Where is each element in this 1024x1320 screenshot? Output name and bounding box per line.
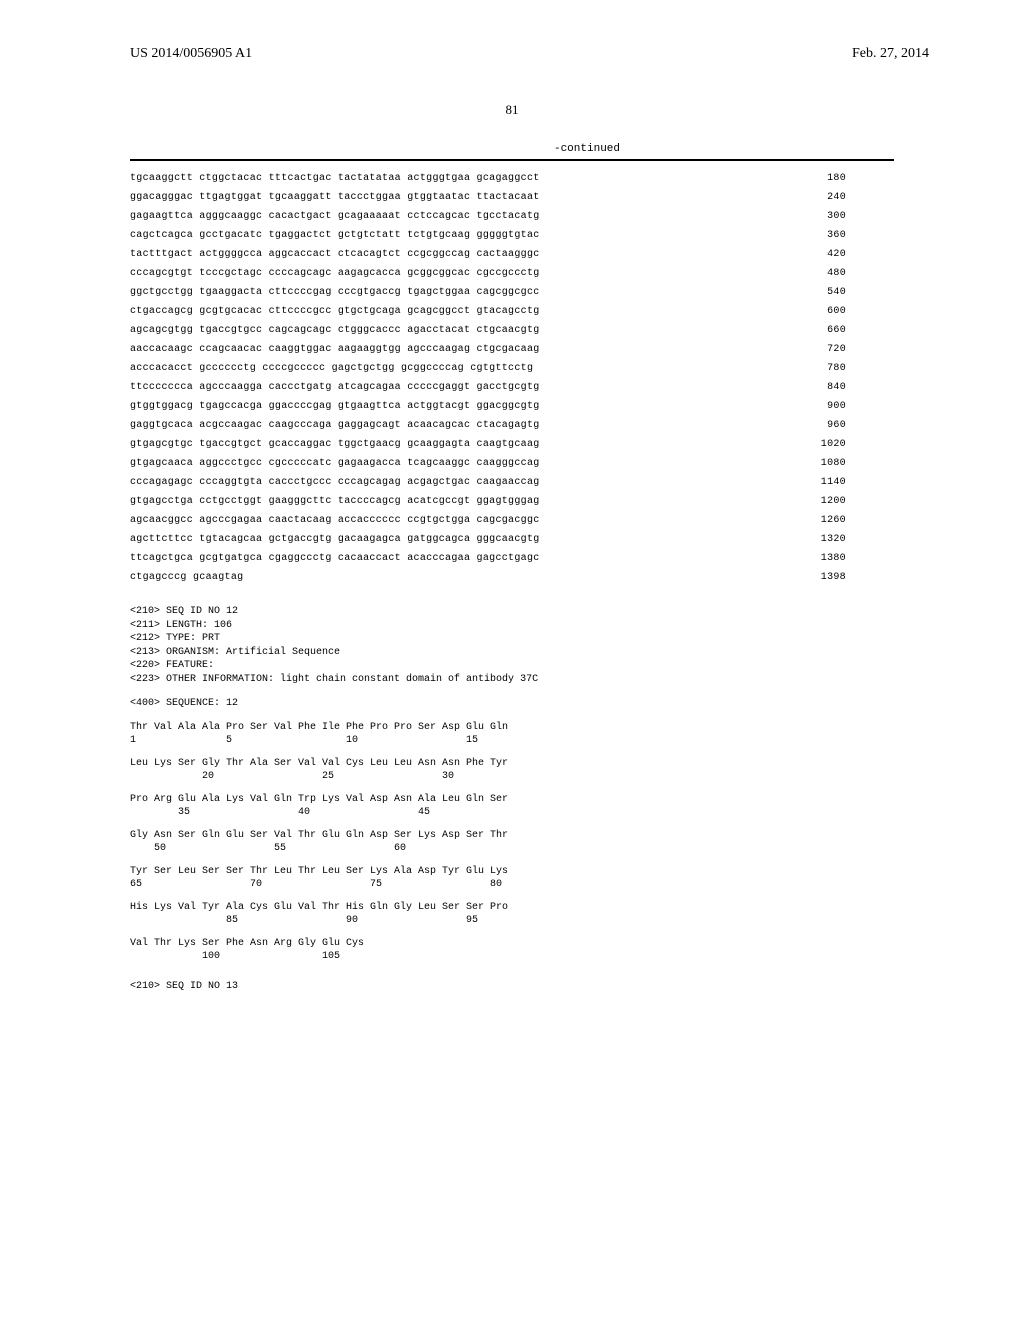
dna-sequence-text: cagctcagca gcctgacatc tgaggactct gctgtct…	[130, 226, 540, 245]
dna-position: 480	[827, 264, 894, 283]
dna-position: 1398	[821, 568, 894, 587]
protein-block: His Lys Val Tyr Ala Cys Glu Val Thr His …	[130, 901, 894, 927]
dna-row: tactttgact actggggcca aggcaccact ctcacag…	[130, 245, 894, 264]
dna-sequence-text: tactttgact actggggcca aggcaccact ctcacag…	[130, 245, 540, 264]
dna-position: 1200	[821, 492, 894, 511]
dna-position: 1320	[821, 530, 894, 549]
dna-position: 300	[827, 207, 894, 226]
dna-row: aaccacaagc ccagcaacac caaggtggac aagaagg…	[130, 340, 894, 359]
dna-row: ggctgcctgg tgaaggacta cttccccgag cccgtga…	[130, 283, 894, 302]
sequence-metadata: <210> SEQ ID NO 12 <211> LENGTH: 106 <21…	[130, 605, 894, 686]
position-numbers: 85 90 95	[130, 914, 894, 927]
sequence-label: <400> SEQUENCE: 12	[130, 698, 894, 709]
dna-row: acccacacct gcccccctg ccccgccccc gagctgct…	[130, 359, 894, 378]
dna-sequence-text: gtgagcctga cctgcctggt gaagggcttc tacccca…	[130, 492, 540, 511]
dna-row: agcagcgtgg tgaccgtgcc cagcagcagc ctgggca…	[130, 321, 894, 340]
position-numbers: 35 40 45	[130, 806, 894, 819]
dna-sequence-text: ggctgcctgg tgaaggacta cttccccgag cccgtga…	[130, 283, 540, 302]
patent-id: US 2014/0056905 A1	[130, 46, 252, 62]
dna-sequence-text: agcagcgtgg tgaccgtgcc cagcagcagc ctgggca…	[130, 321, 540, 340]
dna-position: 960	[827, 416, 894, 435]
dna-sequence-text: agcaacggcc agcccgagaa caactacaag accaccc…	[130, 511, 540, 530]
protein-block: Tyr Ser Leu Ser Ser Thr Leu Thr Leu Ser …	[130, 865, 894, 891]
dna-position: 1020	[821, 435, 894, 454]
page-header: US 2014/0056905 A1 Feb. 27, 2014	[0, 0, 1024, 82]
protein-block: Gly Asn Ser Gln Glu Ser Val Thr Glu Gln …	[130, 829, 894, 855]
dna-position: 420	[827, 245, 894, 264]
dna-sequence-text: tgcaaggctt ctggctacac tttcactgac tactata…	[130, 169, 540, 188]
amino-acids: Tyr Ser Leu Ser Ser Thr Leu Thr Leu Ser …	[130, 865, 894, 878]
dna-position: 540	[827, 283, 894, 302]
dna-sequence-text: ctgaccagcg gcgtgcacac cttccccgcc gtgctgc…	[130, 302, 540, 321]
dna-sequence-text: gtggtggacg tgagccacga ggaccccgag gtgaagt…	[130, 397, 540, 416]
dna-row: cccagcgtgt tcccgctagc ccccagcagc aagagca…	[130, 264, 894, 283]
dna-position: 660	[827, 321, 894, 340]
dna-sequence-text: gaggtgcaca acgccaagac caagcccaga gaggagc…	[130, 416, 540, 435]
publication-date: Feb. 27, 2014	[852, 46, 929, 62]
dna-sequence-text: acccacacct gcccccctg ccccgccccc gagctgct…	[130, 359, 533, 378]
protein-sequence: Thr Val Ala Ala Pro Ser Val Phe Ile Phe …	[130, 721, 894, 963]
dna-position: 1380	[821, 549, 894, 568]
dna-position: 900	[827, 397, 894, 416]
divider-top	[130, 159, 894, 161]
amino-acids: Gly Asn Ser Gln Glu Ser Val Thr Glu Gln …	[130, 829, 894, 842]
position-numbers: 65 70 75 80	[130, 878, 894, 891]
dna-sequence-text: gagaagttca agggcaaggc cacactgact gcagaaa…	[130, 207, 540, 226]
dna-position: 1140	[821, 473, 894, 492]
sequence-container: tgcaaggctt ctggctacac tttcactgac tactata…	[130, 159, 894, 992]
dna-row: cccagagagc cccaggtgta caccctgccc cccagca…	[130, 473, 894, 492]
dna-sequence-text: gtgagcgtgc tgaccgtgct gcaccaggac tggctga…	[130, 435, 540, 454]
dna-row: gtgagcgtgc tgaccgtgct gcaccaggac tggctga…	[130, 435, 894, 454]
dna-sequence-text: gtgagcaaca aggccctgcc cgcccccatc gagaaga…	[130, 454, 540, 473]
dna-row: ctgagcccg gcaagtag 1398	[130, 568, 894, 587]
dna-row: gtggtggacg tgagccacga ggaccccgag gtgaagt…	[130, 397, 894, 416]
protein-block: Val Thr Lys Ser Phe Asn Arg Gly Glu Cys …	[130, 937, 894, 963]
amino-acids: Pro Arg Glu Ala Lys Val Gln Trp Lys Val …	[130, 793, 894, 806]
dna-row: gtgagcaaca aggccctgcc cgcccccatc gagaaga…	[130, 454, 894, 473]
position-numbers: 50 55 60	[130, 842, 894, 855]
position-numbers: 1 5 10 15	[130, 734, 894, 747]
amino-acids: Leu Lys Ser Gly Thr Ala Ser Val Val Cys …	[130, 757, 894, 770]
dna-position: 780	[827, 359, 894, 378]
dna-row: ggacagggac ttgagtggat tgcaaggatt taccctg…	[130, 188, 894, 207]
dna-position: 180	[827, 169, 894, 188]
dna-sequence-text: ttccccccca agcccaagga caccctgatg atcagca…	[130, 378, 540, 397]
amino-acids: Val Thr Lys Ser Phe Asn Arg Gly Glu Cys	[130, 937, 894, 950]
protein-block: Pro Arg Glu Ala Lys Val Gln Trp Lys Val …	[130, 793, 894, 819]
dna-position: 1080	[821, 454, 894, 473]
dna-position: 360	[827, 226, 894, 245]
dna-position: 600	[827, 302, 894, 321]
dna-position: 240	[827, 188, 894, 207]
amino-acids: Thr Val Ala Ala Pro Ser Val Phe Ile Phe …	[130, 721, 894, 734]
dna-sequence-text: cccagagagc cccaggtgta caccctgccc cccagca…	[130, 473, 540, 492]
dna-sequence-text: cccagcgtgt tcccgctagc ccccagcagc aagagca…	[130, 264, 540, 283]
dna-row: ttcagctgca gcgtgatgca cgaggccctg cacaacc…	[130, 549, 894, 568]
dna-row: gagaagttca agggcaaggc cacactgact gcagaaa…	[130, 207, 894, 226]
protein-block: Leu Lys Ser Gly Thr Ala Ser Val Val Cys …	[130, 757, 894, 783]
dna-row: agcaacggcc agcccgagaa caactacaag accaccc…	[130, 511, 894, 530]
continued-label: -continued	[0, 143, 1024, 155]
dna-position: 840	[827, 378, 894, 397]
dna-sequence-table: tgcaaggctt ctggctacac tttcactgac tactata…	[130, 169, 894, 587]
sequence-metadata-bottom: <210> SEQ ID NO 13	[130, 981, 894, 992]
dna-sequence-text: ttcagctgca gcgtgatgca cgaggccctg cacaacc…	[130, 549, 540, 568]
dna-row: tgcaaggctt ctggctacac tttcactgac tactata…	[130, 169, 894, 188]
dna-row: cagctcagca gcctgacatc tgaggactct gctgtct…	[130, 226, 894, 245]
dna-sequence-text: ctgagcccg gcaagtag	[130, 568, 243, 587]
dna-row: ttccccccca agcccaagga caccctgatg atcagca…	[130, 378, 894, 397]
dna-row: gaggtgcaca acgccaagac caagcccaga gaggagc…	[130, 416, 894, 435]
page-number: 81	[0, 102, 1024, 118]
dna-sequence-text: agcttcttcc tgtacagcaa gctgaccgtg gacaaga…	[130, 530, 540, 549]
dna-row: ctgaccagcg gcgtgcacac cttccccgcc gtgctgc…	[130, 302, 894, 321]
protein-block: Thr Val Ala Ala Pro Ser Val Phe Ile Phe …	[130, 721, 894, 747]
dna-sequence-text: ggacagggac ttgagtggat tgcaaggatt taccctg…	[130, 188, 540, 207]
position-numbers: 100 105	[130, 950, 894, 963]
dna-row: gtgagcctga cctgcctggt gaagggcttc tacccca…	[130, 492, 894, 511]
dna-sequence-text: aaccacaagc ccagcaacac caaggtggac aagaagg…	[130, 340, 540, 359]
position-numbers: 20 25 30	[130, 770, 894, 783]
amino-acids: His Lys Val Tyr Ala Cys Glu Val Thr His …	[130, 901, 894, 914]
dna-row: agcttcttcc tgtacagcaa gctgaccgtg gacaaga…	[130, 530, 894, 549]
dna-position: 720	[827, 340, 894, 359]
dna-position: 1260	[821, 511, 894, 530]
